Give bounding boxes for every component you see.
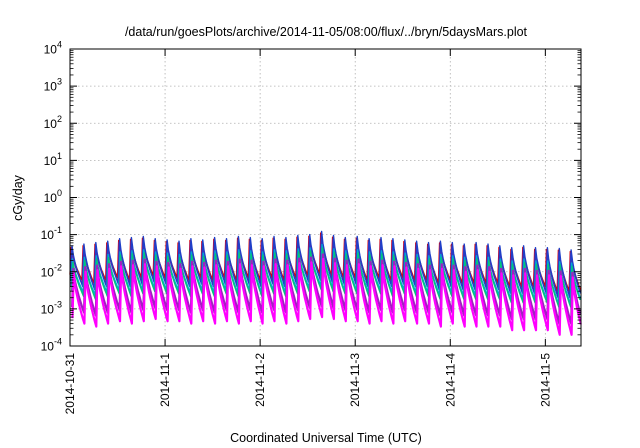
x-tick-label: 2014-10-31: [63, 353, 77, 415]
x-tick-label: 2014-11-5: [538, 353, 552, 407]
y-tick-exponent: -3: [54, 299, 62, 309]
series-group: [69, 230, 582, 336]
series-line: [71, 247, 581, 308]
y-axis-label: cGy/day: [11, 174, 25, 221]
y-tick-exponent: -2: [54, 262, 62, 272]
y-tick-exponent: 0: [57, 188, 62, 198]
y-tick-exponent: 2: [57, 114, 62, 124]
y-tick-exponent: -1: [54, 225, 62, 235]
series-line: [70, 230, 582, 299]
y-tick-exponent: 1: [57, 151, 62, 161]
y-tick-exponent: -4: [54, 337, 62, 347]
x-tick-label: 2014-11-2: [253, 353, 267, 407]
chart-title: /data/run/goesPlots/archive/2014-11-05/0…: [125, 25, 528, 39]
y-tick-exponent: 4: [57, 40, 62, 50]
x-axis-label: Coordinated Universal Time (UTC): [230, 431, 422, 445]
x-tick-label: 2014-11-1: [158, 353, 172, 407]
series-line: [71, 257, 582, 336]
x-tick-label: 2014-11-4: [443, 353, 457, 407]
y-tick-exponent: 3: [57, 77, 62, 87]
x-tick-label: 2014-11-3: [348, 353, 362, 407]
x-ticks: 2014-10-31 2014-11-1 2014-11-2 2014-11-3 201…: [63, 49, 552, 414]
